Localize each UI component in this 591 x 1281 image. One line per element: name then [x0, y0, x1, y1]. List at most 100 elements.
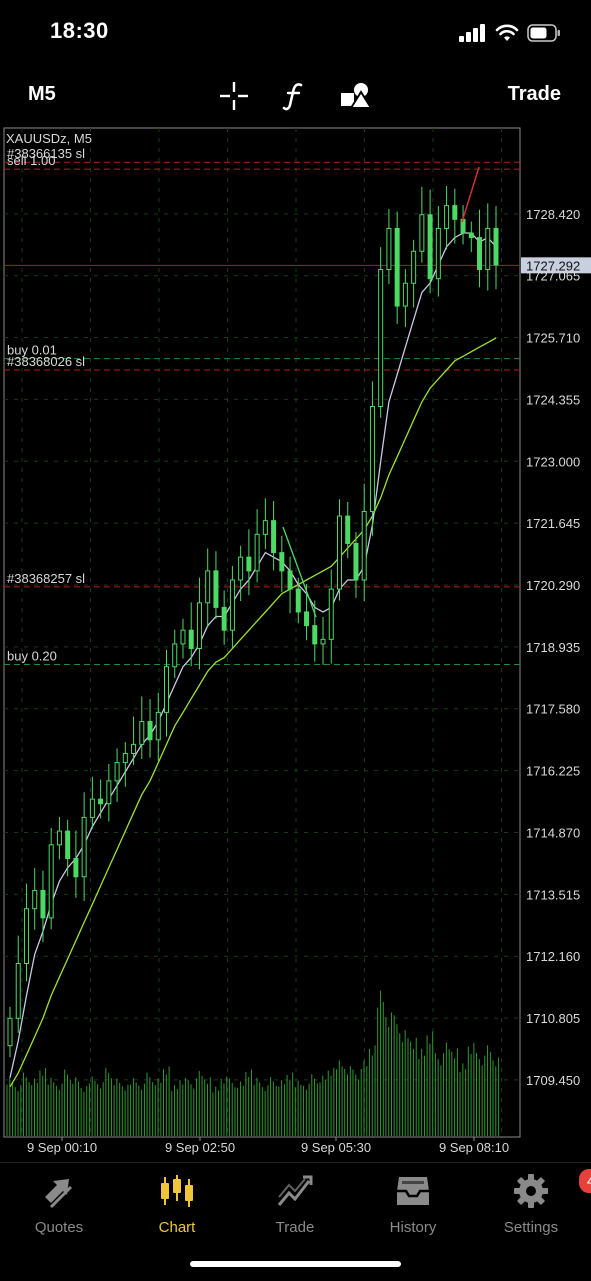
- indicators-button[interactable]: [276, 78, 312, 114]
- candle-body: [23, 908, 29, 965]
- trend-line: [282, 526, 317, 618]
- price-tick-label: 1724.355: [526, 392, 580, 407]
- price-tick-label: 1720.290: [526, 578, 580, 593]
- objects-button[interactable]: [338, 78, 374, 114]
- price-tick-label: 1709.450: [526, 1073, 580, 1088]
- price-tick-label: 1718.935: [526, 640, 580, 655]
- candle-body: [164, 666, 170, 713]
- tab-label: Trade: [275, 1219, 315, 1236]
- order-label: #38368257 sl: [7, 571, 85, 586]
- tab-settings[interactable]: 4 Settings: [476, 1167, 591, 1236]
- time-tick-label: 9 Sep 02:50: [165, 1140, 235, 1155]
- price-tick-label: 1725.710: [526, 331, 580, 346]
- candle-body: [7, 1017, 13, 1047]
- candle-body: [155, 711, 161, 741]
- current-price-label: 1727.292: [526, 258, 580, 273]
- chart-area[interactable]: #38366135 sl sell 1.00 buy 0.01 #38368026 s…: [0, 127, 591, 1162]
- candle-body: [172, 643, 178, 668]
- candle-body: [336, 515, 342, 590]
- tab-chart[interactable]: Chart: [122, 1171, 232, 1236]
- candle-body: [369, 406, 375, 513]
- candle-body: [402, 282, 408, 307]
- chart-icon: [161, 1175, 193, 1207]
- candle-body: [279, 552, 285, 572]
- candle-body: [122, 752, 128, 764]
- tab-label: Chart: [158, 1219, 196, 1236]
- candle-body: [328, 588, 334, 640]
- price-tick-label: 1728.420: [526, 207, 580, 222]
- tab-quotes[interactable]: Quotes: [4, 1171, 114, 1236]
- candle-body: [56, 830, 62, 846]
- candle-body: [262, 520, 268, 535]
- status-icons: [459, 22, 561, 44]
- tab-trade[interactable]: Trade: [240, 1171, 350, 1236]
- history-icon: [397, 1177, 429, 1205]
- candle-body: [493, 227, 499, 266]
- tab-label: History: [389, 1219, 437, 1236]
- candle-body: [386, 227, 392, 271]
- order-label: buy 0.01: [7, 343, 57, 358]
- timeframe-button[interactable]: M5: [28, 83, 56, 105]
- candle-body: [353, 542, 359, 581]
- candle-body: [485, 227, 491, 271]
- candle-body: [394, 227, 400, 307]
- price-tick-label: 1712.160: [526, 949, 580, 964]
- candle-body: [73, 857, 79, 878]
- chart-frame: [3, 127, 521, 1138]
- candle-body: [271, 520, 277, 554]
- trade-button[interactable]: Trade: [507, 83, 561, 105]
- candle-body: [468, 232, 474, 239]
- candle-body: [427, 214, 433, 280]
- current-price-tag: [521, 257, 591, 274]
- price-tick-label: 1727.065: [526, 269, 580, 284]
- candle-body: [361, 511, 367, 581]
- order-label: buy 0.20: [7, 648, 57, 663]
- price-tick-label: 1723.000: [526, 454, 580, 469]
- crosshair-icon: [220, 82, 248, 110]
- price-tick-label: 1714.870: [526, 825, 580, 840]
- shapes-icon: [341, 83, 373, 109]
- candle-body: [229, 579, 235, 631]
- candle-body: [139, 721, 145, 745]
- order-label: #38368026 sl: [7, 354, 85, 369]
- candle-body: [221, 606, 227, 631]
- order-label: sell 1.00: [7, 153, 55, 168]
- quotes-icon: [45, 1179, 73, 1209]
- candle-body: [287, 570, 293, 590]
- candle-body: [40, 889, 46, 919]
- price-tick-label: 1717.580: [526, 702, 580, 717]
- status-time: 18:30: [50, 18, 109, 43]
- candle-body: [477, 237, 483, 271]
- candle-body: [196, 602, 202, 649]
- trend-line: [461, 166, 480, 223]
- price-tick-label: 1721.645: [526, 516, 580, 531]
- symbol-label: XAUUSDz, M5: [6, 131, 92, 146]
- candle-body: [89, 798, 95, 818]
- candle-body: [65, 830, 71, 859]
- candle-body: [320, 638, 326, 645]
- candle-body: [378, 269, 384, 408]
- candle-body: [32, 889, 38, 910]
- candle-body: [304, 611, 310, 627]
- candle-body: [345, 515, 351, 544]
- settings-icon: [514, 1174, 548, 1208]
- candle-body: [213, 570, 219, 608]
- tab-label: Settings: [503, 1219, 559, 1236]
- tab-label: Quotes: [34, 1219, 84, 1236]
- signal-icon: [459, 24, 485, 42]
- candle-body: [444, 205, 450, 229]
- settings-badge: 4: [577, 1167, 591, 1195]
- wifi-icon: [495, 24, 519, 41]
- candle-body: [435, 227, 441, 280]
- candle-body: [452, 205, 458, 220]
- candle-body: [147, 721, 153, 741]
- tab-history[interactable]: History: [358, 1171, 468, 1236]
- candle-body: [114, 762, 120, 782]
- candle-body: [15, 963, 21, 1019]
- crosshair-button[interactable]: [216, 78, 252, 114]
- candle-body: [246, 556, 252, 572]
- candle-body: [419, 214, 425, 252]
- candle-body: [131, 743, 137, 754]
- battery-icon: [527, 24, 560, 42]
